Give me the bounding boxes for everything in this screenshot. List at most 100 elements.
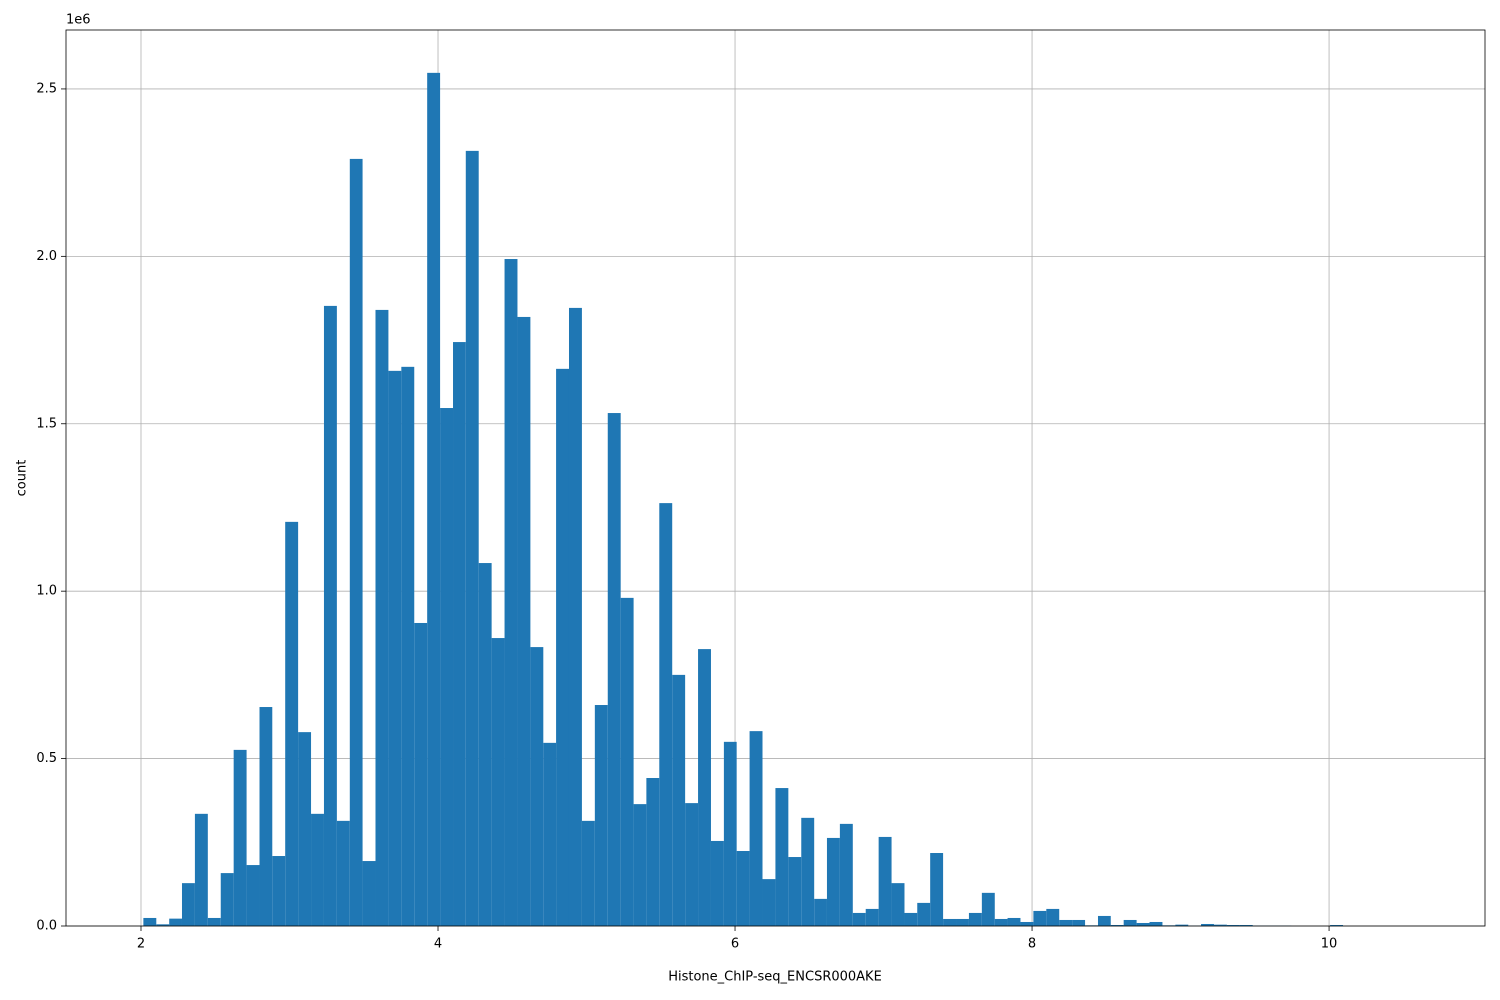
bar bbox=[285, 521, 299, 926]
x-tick-label: 4 bbox=[434, 937, 442, 952]
y-tick-label: 2.5 bbox=[36, 81, 57, 96]
bar bbox=[1123, 919, 1137, 926]
bar bbox=[349, 158, 363, 926]
ticks: 2 4 6 8 10 0.0 0.5 1.0 1.5 2.0 2.5 bbox=[36, 81, 1337, 951]
x-tick-label: 8 bbox=[1028, 937, 1036, 952]
bar bbox=[620, 597, 634, 926]
bar bbox=[362, 861, 376, 926]
y-offset-label: 1e6 bbox=[66, 13, 91, 28]
bar bbox=[543, 742, 557, 926]
bar bbox=[994, 918, 1008, 926]
bar bbox=[556, 368, 569, 926]
bar bbox=[336, 820, 350, 926]
bar bbox=[749, 731, 763, 926]
bar bbox=[762, 879, 776, 926]
bar bbox=[1149, 921, 1163, 926]
bar bbox=[440, 408, 454, 926]
plot-frame bbox=[65, 29, 1486, 927]
bar bbox=[839, 823, 853, 926]
bar bbox=[401, 366, 415, 927]
bar bbox=[1007, 917, 1021, 926]
bar bbox=[607, 413, 621, 926]
bar bbox=[246, 865, 260, 926]
bar bbox=[194, 813, 208, 926]
bar bbox=[865, 908, 879, 926]
bar bbox=[594, 705, 608, 926]
x-tick-label: 10 bbox=[1321, 937, 1338, 952]
bar bbox=[981, 892, 995, 926]
bar bbox=[233, 749, 247, 926]
bar bbox=[1046, 908, 1060, 926]
y-axis-label: count bbox=[15, 460, 30, 497]
bar bbox=[878, 836, 892, 926]
bar bbox=[1097, 915, 1111, 926]
bar bbox=[956, 918, 969, 926]
bar bbox=[646, 778, 660, 926]
bar bbox=[504, 259, 518, 926]
bar bbox=[414, 622, 428, 926]
bar bbox=[568, 307, 582, 926]
bar bbox=[1175, 924, 1189, 926]
bar bbox=[826, 837, 840, 926]
bar bbox=[1136, 922, 1150, 926]
bar bbox=[259, 707, 273, 926]
bar bbox=[788, 857, 802, 926]
x-tick-label: 6 bbox=[731, 937, 739, 952]
x-tick-label: 2 bbox=[137, 937, 145, 952]
bar bbox=[1226, 924, 1240, 926]
bar bbox=[220, 873, 234, 926]
bar bbox=[891, 883, 905, 926]
bar bbox=[298, 732, 312, 926]
bar bbox=[968, 912, 982, 926]
bar bbox=[323, 305, 337, 927]
bar bbox=[388, 370, 402, 927]
bars bbox=[143, 72, 1344, 927]
bar bbox=[698, 649, 711, 926]
bar bbox=[852, 912, 866, 926]
bar bbox=[478, 563, 492, 926]
bar bbox=[143, 917, 157, 926]
bar bbox=[1201, 923, 1214, 926]
bar bbox=[1213, 924, 1227, 926]
bar bbox=[453, 342, 466, 926]
bar bbox=[775, 788, 789, 926]
bar bbox=[169, 918, 182, 926]
bar bbox=[1330, 924, 1344, 926]
bar bbox=[672, 674, 686, 926]
bar bbox=[156, 924, 170, 926]
bar bbox=[930, 853, 944, 926]
bar bbox=[736, 850, 750, 926]
bar bbox=[1059, 919, 1073, 926]
bar bbox=[1239, 924, 1253, 926]
y-tick-label: 1.5 bbox=[36, 416, 57, 431]
bar bbox=[517, 316, 531, 926]
bar bbox=[801, 817, 815, 926]
bar bbox=[272, 856, 286, 926]
y-tick-label: 1.0 bbox=[36, 584, 57, 599]
bar bbox=[814, 898, 827, 926]
bar bbox=[1033, 910, 1047, 926]
y-tick-label: 0.5 bbox=[36, 751, 57, 766]
bar bbox=[427, 72, 441, 927]
bar bbox=[207, 917, 221, 926]
bar bbox=[904, 912, 918, 926]
bar bbox=[530, 647, 544, 926]
bar bbox=[375, 309, 389, 927]
bar bbox=[311, 813, 324, 926]
bar bbox=[491, 638, 505, 926]
bar bbox=[1110, 924, 1124, 926]
bar bbox=[659, 503, 673, 926]
bar bbox=[723, 741, 737, 926]
y-tick-label: 0.0 bbox=[36, 919, 57, 934]
bar bbox=[633, 804, 647, 926]
bar bbox=[1072, 919, 1086, 926]
bar bbox=[181, 883, 195, 926]
bar bbox=[581, 820, 595, 926]
bar bbox=[710, 840, 724, 926]
bar bbox=[685, 803, 699, 926]
bar bbox=[465, 150, 479, 927]
bar bbox=[917, 902, 931, 926]
y-tick-label: 2.0 bbox=[36, 249, 57, 264]
x-axis-label: Histone_ChIP-seq_ENCSR000AKE bbox=[668, 970, 882, 985]
